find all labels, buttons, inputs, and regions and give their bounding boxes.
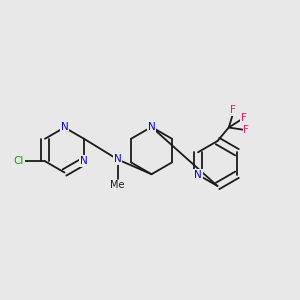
Text: N: N <box>80 156 88 166</box>
Text: F: F <box>230 106 236 116</box>
Text: N: N <box>61 122 68 133</box>
Text: N: N <box>194 170 202 180</box>
Text: N: N <box>148 122 155 132</box>
Text: Cl: Cl <box>14 156 24 166</box>
Text: N: N <box>114 154 122 164</box>
Text: Me: Me <box>110 180 125 190</box>
Text: F: F <box>243 125 249 135</box>
Text: F: F <box>241 113 247 123</box>
